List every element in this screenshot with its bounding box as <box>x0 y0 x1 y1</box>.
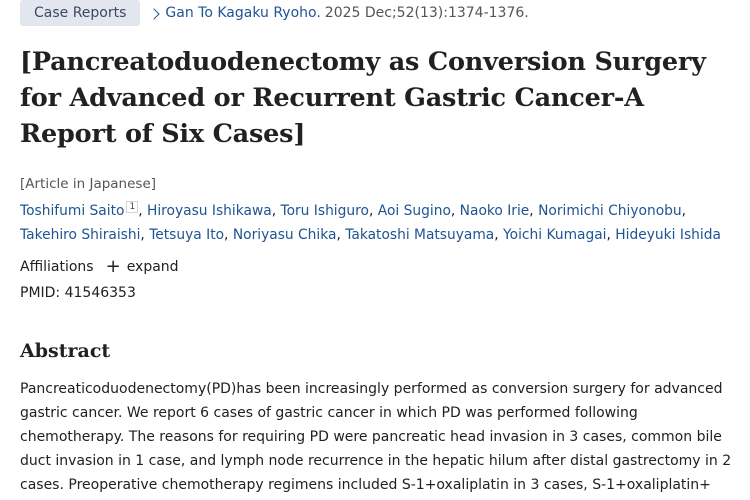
chevron-right-icon <box>148 7 161 20</box>
journal-name: Gan To Kagaku Ryoho. <box>165 5 321 21</box>
affiliation-ref[interactable]: 1 <box>126 201 139 214</box>
affiliations-row: Affiliations + expand <box>20 258 179 276</box>
pmid-row: PMID: 41546353 <box>20 285 136 301</box>
citation-details: 2025 Dec;52(13):1374-1376. <box>324 5 529 21</box>
author-link[interactable]: Hiroyasu Ishikawa <box>146 203 272 219</box>
author-link[interactable]: Tetsuya Ito <box>149 227 225 243</box>
author-separator: , <box>224 227 233 243</box>
pmid-value: 41546353 <box>64 285 136 301</box>
author-link[interactable]: Toru Ishiguro <box>280 203 369 219</box>
article-meta-bar: Case Reports Gan To Kagaku Ryoho. 2025 D… <box>20 0 529 26</box>
author-separator: , <box>140 227 150 243</box>
abstract-text: Pancreaticoduodenectomy(PD)has been incr… <box>20 377 732 497</box>
author-name: Toshifumi Saito <box>20 203 125 219</box>
abstract-line: Pancreaticoduodenectomy(PD)has been incr… <box>20 381 723 397</box>
author-link[interactable]: Hideyuki Ishida <box>615 227 721 243</box>
author-separator: , <box>450 203 460 219</box>
author-list: Toshifumi Saito 1, Hiroyasu Ishikawa, Tor… <box>20 199 730 247</box>
author-separator: , <box>494 227 504 243</box>
author-separator: , <box>681 203 687 219</box>
abstract-line: chemotherapy. The reasons for requiring … <box>20 429 722 445</box>
plus-icon: + <box>105 256 121 277</box>
author-link[interactable]: Norimichi Chiyonobu <box>538 203 682 219</box>
article-title: [Pancreatoduodenectomy as Conversion Sur… <box>20 47 706 149</box>
expand-affiliations-button[interactable]: + expand <box>106 258 179 276</box>
author-link[interactable]: Takatoshi Matsuyama <box>345 227 495 243</box>
affiliations-label: Affiliations <box>20 259 94 275</box>
expand-label: expand <box>126 259 179 275</box>
author-link[interactable]: Noriyasu Chika <box>232 227 337 243</box>
author-link[interactable]: Takehiro Shiraishi <box>20 227 141 243</box>
publication-type-badge[interactable]: Case Reports <box>20 0 141 26</box>
author-link[interactable]: Toshifumi Saito 1 <box>20 201 139 219</box>
author-link[interactable]: Yoichi Kumagai <box>503 227 607 243</box>
abstract-line: duct invasion in 1 case, and lymph node … <box>20 453 732 469</box>
author-link[interactable]: Naoko Irie <box>459 203 530 219</box>
pmid-label: PMID: <box>20 285 61 301</box>
author-separator: , <box>138 203 147 219</box>
article-language-note: [Article in Japanese] <box>20 176 157 192</box>
abstract-line: gastric cancer. We report 6 cases of gas… <box>20 405 638 421</box>
author-link[interactable]: Aoi Sugino <box>377 203 451 219</box>
author-separator: , <box>529 203 539 219</box>
abstract-line: cases. Preoperative chemotherapy regimen… <box>20 477 711 493</box>
author-separator: , <box>606 227 616 243</box>
abstract-heading: Abstract <box>20 340 111 362</box>
author-separator: , <box>368 203 378 219</box>
author-separator: , <box>271 203 281 219</box>
author-separator: , <box>336 227 346 243</box>
journal-link[interactable]: Gan To Kagaku Ryoho. <box>148 5 321 21</box>
